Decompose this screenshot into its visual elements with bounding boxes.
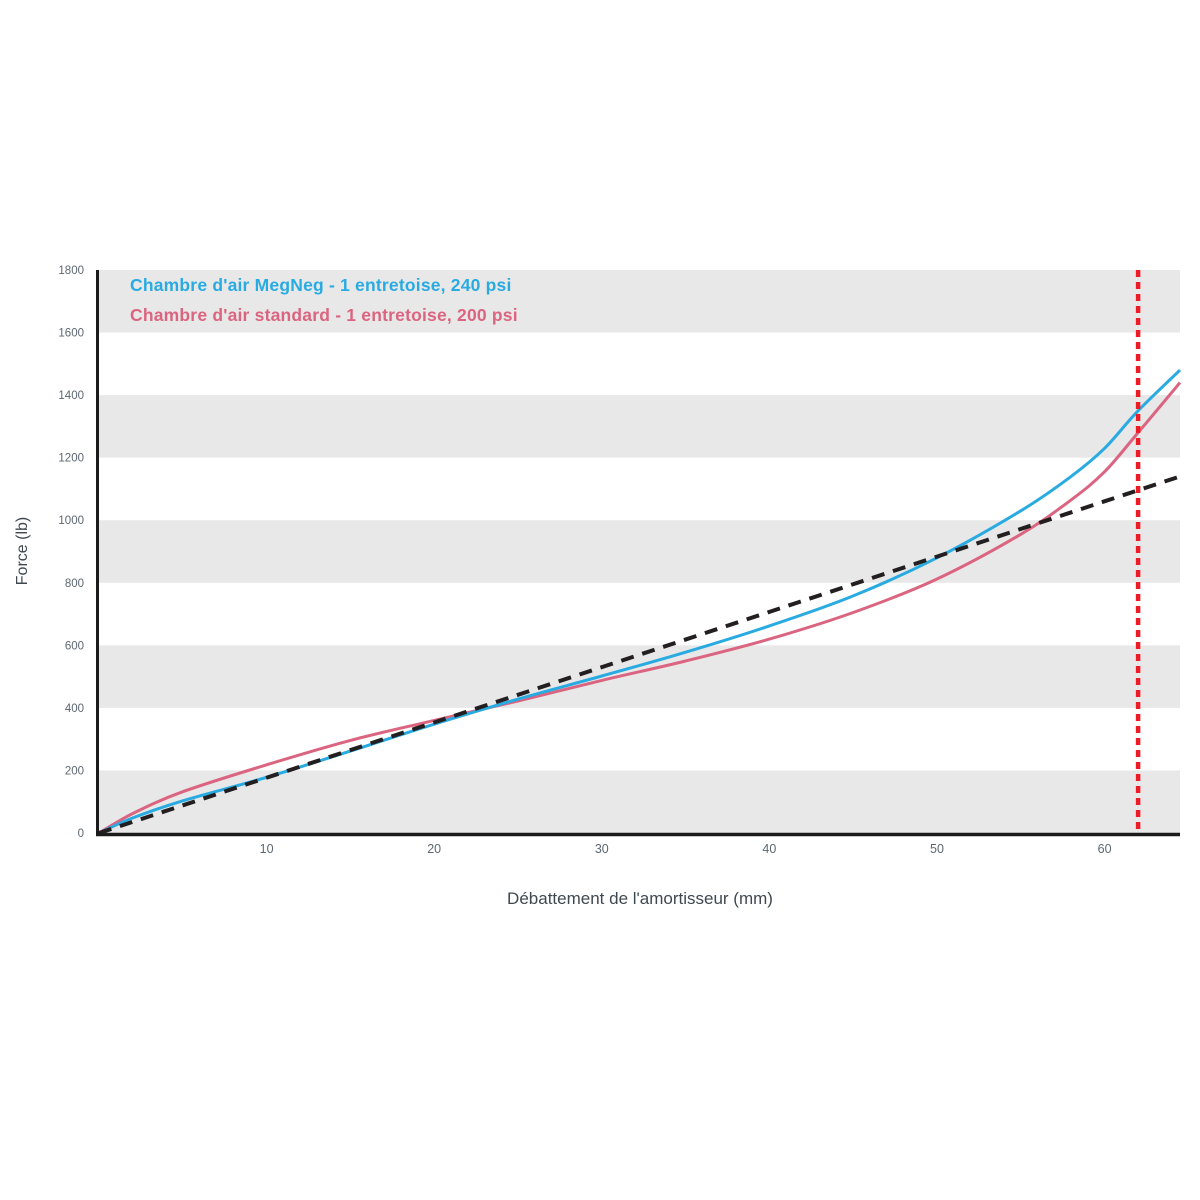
grid-band [96,645,1180,708]
y-tick-label: 800 [65,578,84,590]
x-tick-label: 10 [260,842,274,856]
y-tick-label: 1200 [58,453,84,465]
grid-band [96,520,1180,583]
legend-item-standard: Chambre d'air standard - 1 entretoise, 2… [130,305,518,325]
grid-band [96,270,1180,333]
grid-band [96,395,1180,458]
y-tick-label: 1000 [58,515,84,527]
legend-item-megneg: Chambre d'air MegNeg - 1 entretoise, 240… [130,275,512,295]
y-tick-label: 1400 [58,390,84,402]
x-tick-label: 20 [427,842,441,856]
y-tick-label: 1600 [58,328,84,340]
y-axis-title: Force (lb) [14,516,31,586]
x-tick-label: 60 [1098,842,1112,856]
x-tick-label: 30 [595,842,609,856]
legend: Chambre d'air MegNeg - 1 entretoise, 240… [130,270,518,330]
coil-reference-line [98,474,1181,835]
x-axis-title: Débattement de l'amortisseur (mm) [507,889,773,908]
y-tick-label: 200 [65,765,84,777]
y-tick-label: 400 [65,703,84,715]
standard-curve [98,381,1182,835]
grid-band [96,770,1180,833]
x-tick-label: 50 [930,842,944,856]
megneg-curve [98,369,1182,835]
y-tick-label: 0 [78,828,84,840]
x-tick-label: 40 [762,842,776,856]
y-tick-label: 600 [65,640,84,652]
y-tick-label: 1800 [58,265,84,277]
